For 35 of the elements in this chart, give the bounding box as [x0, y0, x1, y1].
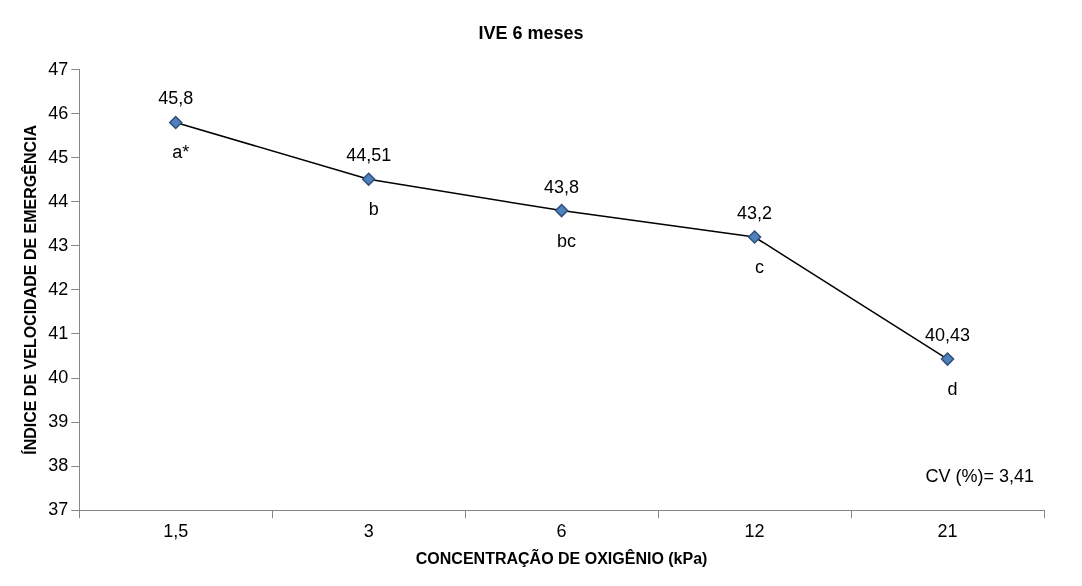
y-tick-label: 39	[48, 411, 69, 432]
annotation: c	[755, 257, 765, 277]
x-tick-label: 6	[556, 520, 567, 541]
y-tick-label: 40	[48, 366, 69, 387]
data-label: 44,51	[346, 145, 392, 166]
y-tick-label: 43	[48, 234, 69, 255]
y-tick-label: 44	[48, 190, 69, 211]
point	[168, 115, 183, 130]
x-tick-label: 12	[744, 520, 765, 541]
annotation: a*	[172, 142, 190, 163]
annotation: bc	[557, 230, 577, 251]
data-label: 45,8	[158, 88, 194, 109]
annotation: d	[947, 379, 958, 400]
annotation: b	[368, 199, 379, 220]
x-axis-title: CONCENTRAÇÃO DE OXIGÊNIO (kPa)	[415, 547, 708, 567]
data-label: 43,2	[737, 203, 773, 223]
point	[747, 230, 762, 244]
y-tick-label: 41	[48, 322, 69, 343]
y-tick-label: 37	[48, 499, 69, 520]
annotation: CV (%)= 3,41	[925, 466, 1034, 487]
point	[361, 172, 376, 187]
y-tick-label: 38	[48, 455, 69, 476]
y-tick-label: 42	[48, 278, 69, 299]
y-tick-label: 47	[48, 58, 69, 79]
chart-title: IVE 6 meses	[478, 22, 584, 43]
x-tick-label: 1,5	[163, 520, 189, 541]
y-tick-label: 46	[48, 102, 69, 123]
x-tick-label: 21	[937, 520, 958, 541]
y-tick-label: 45	[48, 146, 69, 167]
y-axis-title: ÍNDICE DE VELOCIDADE DE EMERGÊNCIA	[21, 124, 40, 455]
point	[940, 352, 955, 366]
data-label: 43,8	[544, 176, 580, 197]
data-label: 40,43	[925, 325, 971, 346]
x-tick-label: 3	[363, 520, 374, 541]
point	[554, 203, 569, 218]
